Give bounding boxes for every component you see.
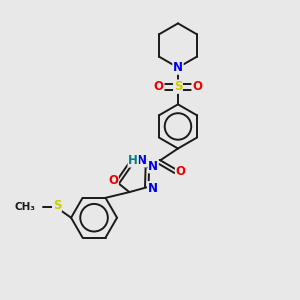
Text: H: H xyxy=(128,154,138,167)
Text: N: N xyxy=(173,61,183,74)
Text: O: O xyxy=(154,80,164,93)
Text: N: N xyxy=(137,154,147,167)
Text: N: N xyxy=(148,160,158,173)
Text: O: O xyxy=(192,80,202,93)
Text: S: S xyxy=(53,199,61,212)
Text: S: S xyxy=(174,80,182,93)
Text: O: O xyxy=(108,173,118,187)
Text: O: O xyxy=(176,165,186,178)
Text: N: N xyxy=(148,182,158,195)
Text: CH₃: CH₃ xyxy=(14,202,35,212)
